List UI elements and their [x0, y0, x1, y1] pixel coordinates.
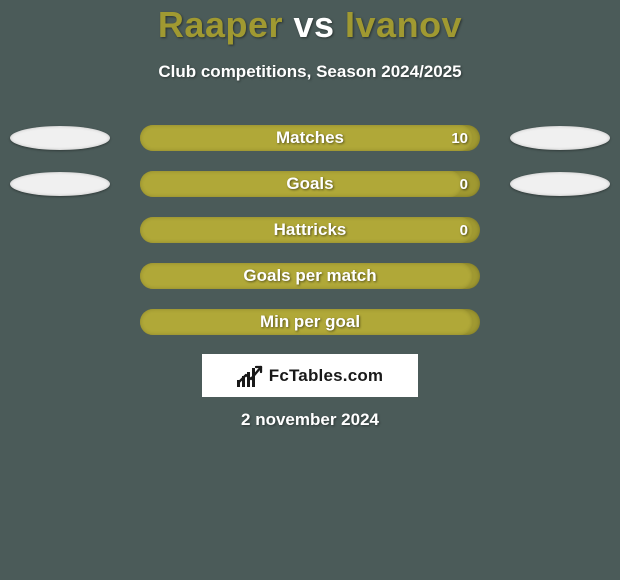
- brand-badge: FcTables.com: [202, 354, 418, 397]
- right-indicator-ellipse: [510, 172, 610, 196]
- right-indicator-ellipse: [510, 126, 610, 150]
- stat-bar: Goals 0: [140, 171, 480, 197]
- bar-fill: [140, 309, 473, 335]
- stat-bar: Hattricks 0: [140, 217, 480, 243]
- arrow-up-right-icon: [237, 365, 263, 387]
- title-player2: Ivanov: [345, 4, 462, 45]
- stat-bar: Matches 10: [140, 125, 480, 151]
- date-label: 2 november 2024: [0, 410, 620, 430]
- left-indicator-ellipse: [10, 172, 110, 196]
- bar-chart-icon: [237, 365, 263, 387]
- bar-fill: [140, 125, 473, 151]
- comparison-card: Raaper vs Ivanov Club competitions, Seas…: [0, 0, 620, 580]
- stat-row: Goals per match: [0, 262, 620, 308]
- title-vs: vs: [283, 4, 345, 45]
- stat-rows: Matches 10 Goals 0 Hattricks 0: [0, 124, 620, 354]
- bar-fill: [140, 263, 473, 289]
- subtitle: Club competitions, Season 2024/2025: [0, 62, 620, 82]
- stat-bar: Goals per match: [140, 263, 480, 289]
- title-player1: Raaper: [158, 4, 283, 45]
- bar-fill: [140, 171, 463, 197]
- stat-row: Goals 0: [0, 170, 620, 216]
- stat-row: Min per goal: [0, 308, 620, 354]
- left-indicator-ellipse: [10, 126, 110, 150]
- bar-fill: [140, 217, 473, 243]
- stat-bar: Min per goal: [140, 309, 480, 335]
- stat-row: Hattricks 0: [0, 216, 620, 262]
- page-title: Raaper vs Ivanov: [0, 4, 620, 46]
- stat-row: Matches 10: [0, 124, 620, 170]
- brand-text: FcTables.com: [269, 366, 384, 386]
